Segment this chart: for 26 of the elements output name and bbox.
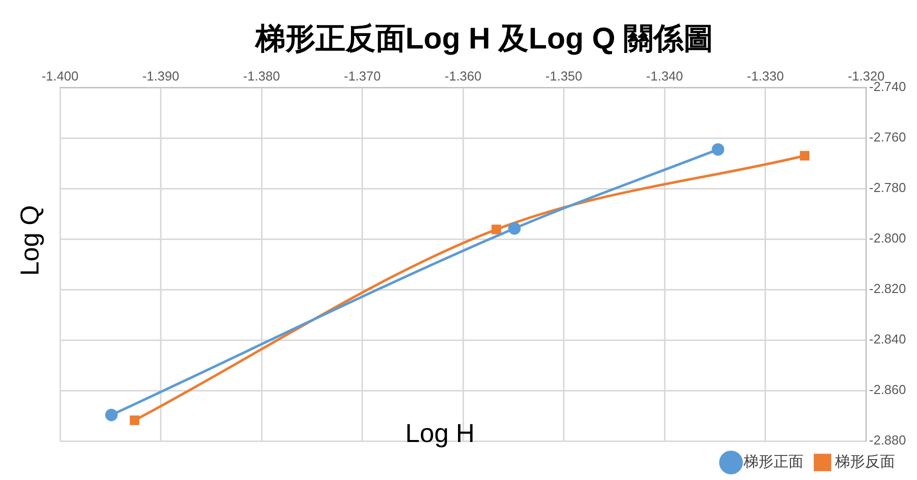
y-axis-title: Log Q (14, 204, 46, 278)
x-tick-label: -1.400 (42, 68, 78, 84)
x-tick-label: -1.350 (545, 68, 582, 84)
point (712, 143, 724, 156)
x-tick-label: -1.330 (746, 68, 784, 84)
x-tick-label: -1.390 (142, 68, 180, 84)
x-tick-label: -1.370 (344, 68, 381, 84)
x-tick-label: -1.380 (243, 68, 280, 84)
y-tick-label: -2.860 (869, 382, 906, 398)
y-tick-label: -2.880 (869, 432, 906, 448)
x-tick-label: -1.340 (646, 68, 684, 84)
y-tick-label: -2.760 (869, 130, 906, 145)
point (508, 222, 521, 235)
y-tick-label: -2.800 (869, 230, 906, 246)
point (105, 408, 118, 422)
point (800, 150, 810, 161)
x-tick-label: -1.360 (444, 68, 482, 84)
x-axis-title: Log H (404, 418, 476, 449)
y-tick-label: -2.820 (869, 281, 906, 296)
legend-label: 梯形正面 (742, 454, 804, 471)
y-tick-label: -2.840 (869, 332, 906, 347)
point (492, 224, 502, 234)
point (130, 416, 140, 426)
chart-title: 梯形正反面Log H 及Log Q 關係圖 (254, 22, 714, 56)
y-tick-label: -2.780 (869, 180, 906, 196)
legend-label: 梯形反面 (834, 454, 895, 471)
